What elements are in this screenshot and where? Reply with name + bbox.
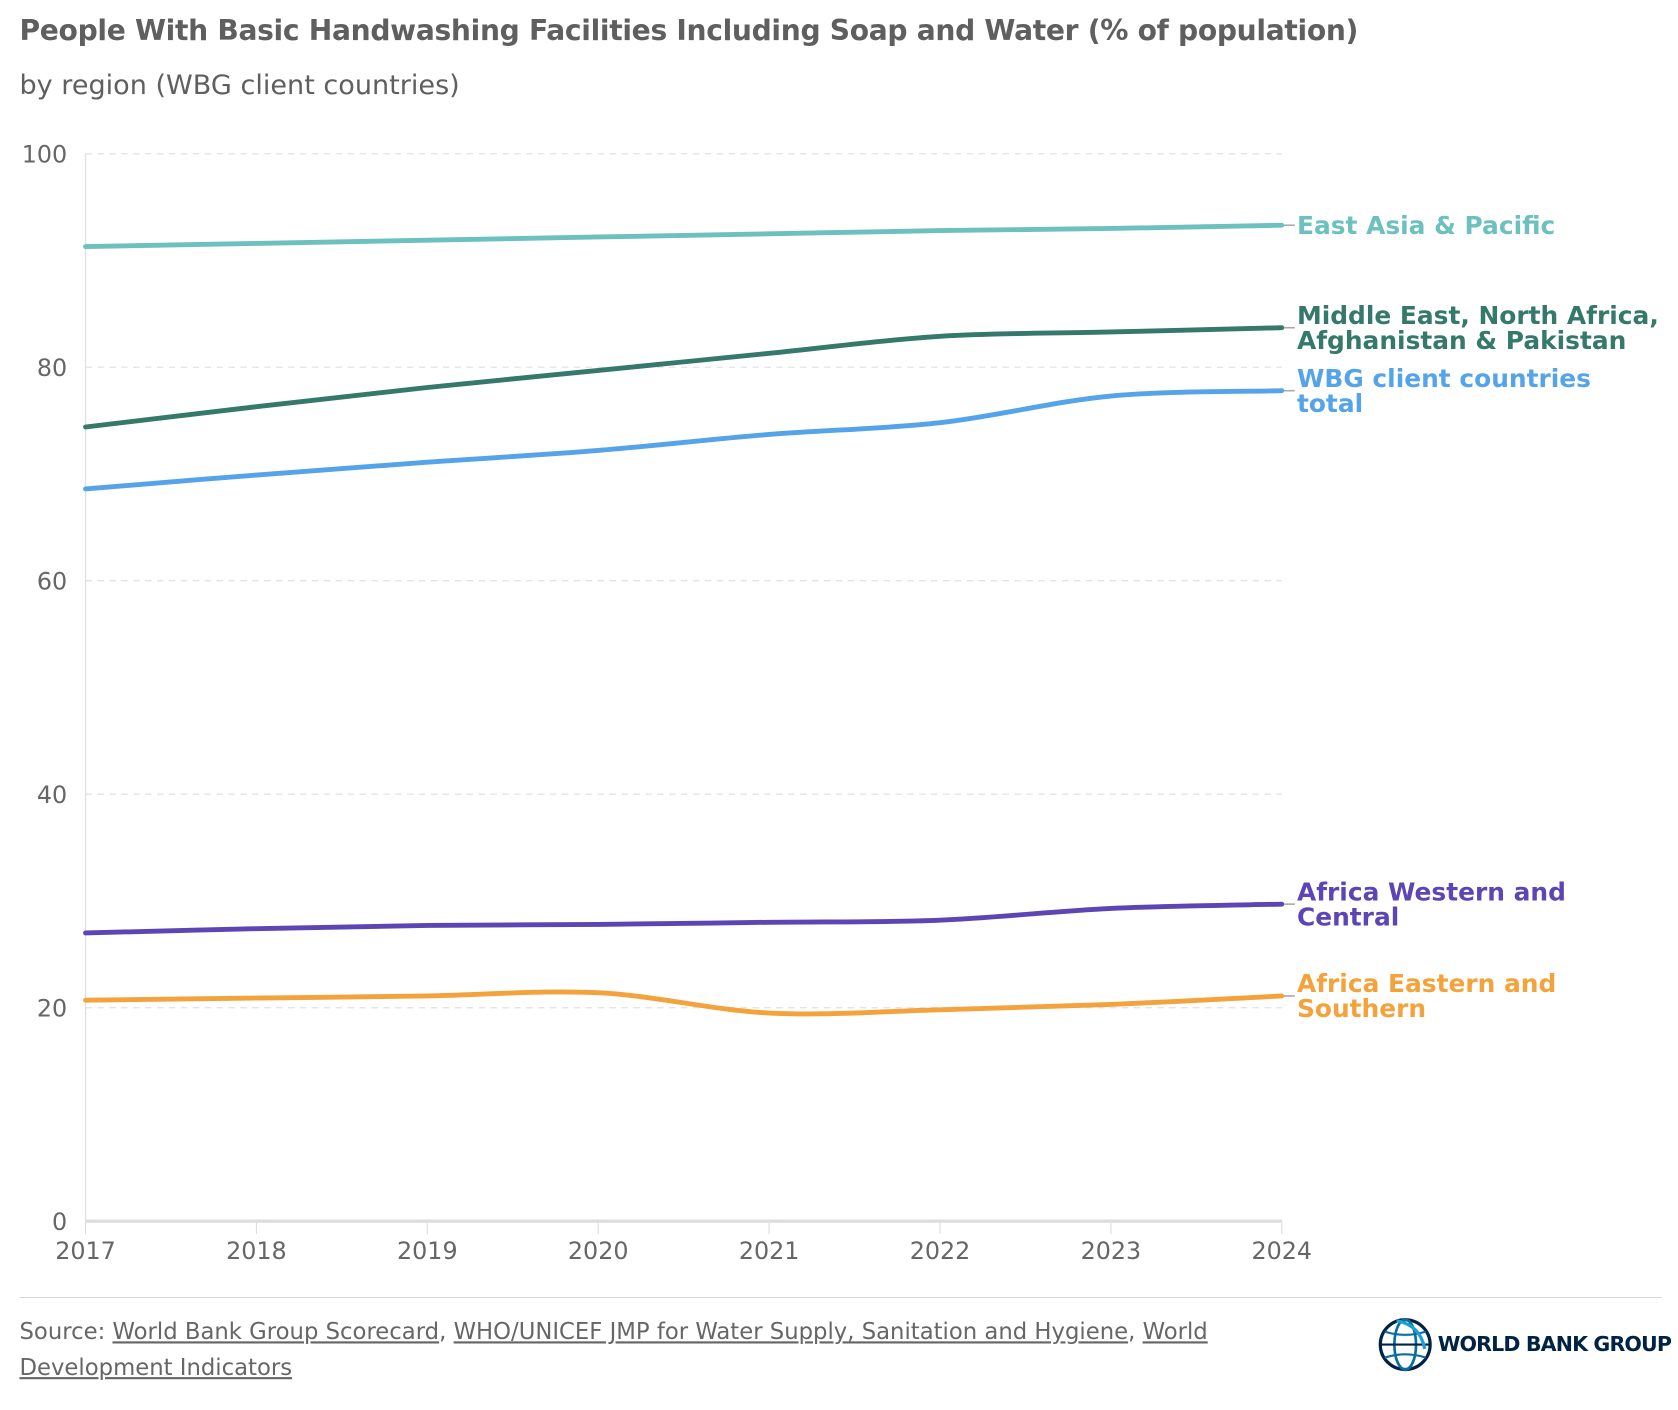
divider [19,1296,1662,1299]
globe-icon [1378,1318,1432,1372]
series-label-4: Southern [1297,994,1426,1023]
y-tick-label: 20 [37,994,67,1022]
y-tick-label: 100 [22,140,67,168]
x-tick-label: 2020 [568,1237,629,1265]
x-tick-label: 2022 [910,1237,971,1265]
x-tick-label: 2021 [739,1237,800,1265]
logo-text: WORLD BANK GROUP [1437,1332,1672,1357]
source-link-scorecard[interactable]: World Bank Group Scorecard [112,1318,440,1345]
series-label-3: Africa Western and [1297,877,1566,906]
y-tick-label: 60 [37,567,67,595]
source-note: Source: World Bank Group Scorecard, WHO/… [19,1318,1208,1381]
series-label-2: total [1297,389,1363,418]
y-tick-label: 80 [37,354,67,382]
series-line-0 [83,222,1285,250]
x-tick-label: 2023 [1081,1237,1142,1265]
source-prefix: Source: [19,1318,113,1345]
series-label-2: WBG client countries [1297,364,1591,393]
series-label-3: Central [1297,902,1399,931]
chart-title: People With Basic Handwashing Facilities… [19,15,1359,48]
series-line-3 [83,901,1285,936]
x-tick-label: 2018 [226,1237,287,1265]
source-link-wdi[interactable]: World Development Indicators [19,1318,1208,1381]
y-tick-label: 0 [52,1208,67,1236]
x-tick-label: 2024 [1252,1237,1313,1265]
series-label-1: Afghanistan & Pakistan [1297,326,1626,355]
series-line-1 [83,325,1285,430]
source-link-jmp[interactable]: WHO/UNICEF JMP for Water Supply, Sanitat… [453,1318,1129,1345]
chart-subtitle: by region (WBG client countries) [19,69,460,101]
series-label-0: East Asia & Pacific [1297,211,1555,240]
series-line-2 [83,388,1285,492]
line-chart: 0 20 40 60 80 100 2017 2018 2019 2020 2021 2022 2023… [22,140,1659,1265]
series-label-4: Africa Eastern and [1297,969,1556,998]
y-tick-label: 40 [37,781,67,809]
x-tick-label: 2019 [397,1237,458,1265]
world-bank-logo: WORLD BANK GROUP [1377,1316,1672,1372]
series-label-1: Middle East, North Africa, [1297,301,1659,330]
x-tick-label: 2017 [55,1237,116,1265]
series-line-4 [83,989,1285,1017]
